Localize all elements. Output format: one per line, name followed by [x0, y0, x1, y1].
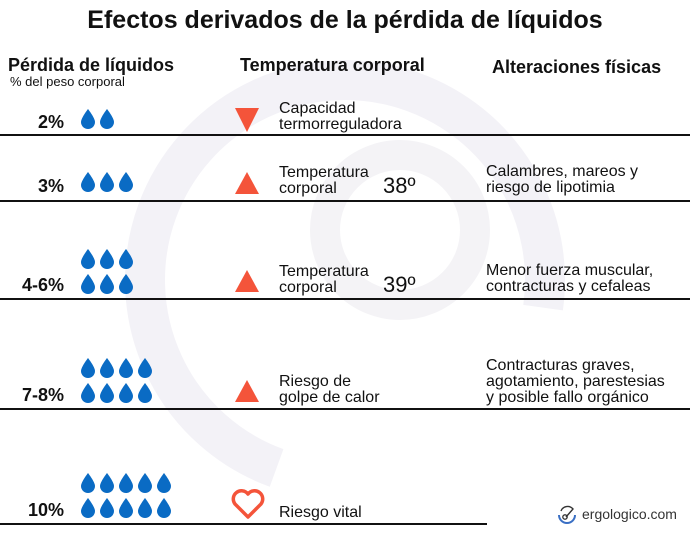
- drop-icon: [81, 473, 95, 493]
- row-2-pct: 3%: [37, 176, 64, 196]
- row-2-temp: Temperatura corporal: [279, 165, 369, 197]
- drop-icon: [81, 358, 95, 378]
- heart-icon: [231, 489, 265, 519]
- row-1-temp-line1: Capacidad: [279, 100, 356, 117]
- triangle-down-icon: [235, 108, 259, 132]
- drop-icon: [138, 358, 152, 378]
- row-3-alt-line1: Menor fuerza muscular,: [486, 262, 654, 279]
- divider: [0, 523, 487, 525]
- row-2-alt-line2: riesgo de lipotimia: [486, 179, 615, 196]
- drop-icon: [100, 473, 114, 493]
- drop-icon: [157, 498, 171, 518]
- drop-icon: [81, 274, 95, 294]
- drop-icon: [138, 383, 152, 403]
- row-2-drops: [80, 172, 134, 192]
- drop-icon: [119, 358, 133, 378]
- row-2-temp-line1: Temperatura: [279, 164, 369, 181]
- header-physical-alterations: Alteraciones físicas: [492, 57, 662, 77]
- drop-icon: [81, 172, 95, 192]
- drop-icon: [81, 249, 95, 269]
- divider: [0, 200, 690, 202]
- drop-icon: [81, 109, 95, 129]
- header-body-temperature: Temperatura corporal: [240, 55, 425, 75]
- row-3-temp-line2: corporal: [279, 279, 337, 296]
- row-4-drops: [80, 358, 153, 403]
- row-1-temp-line2: termorreguladora: [279, 116, 402, 133]
- row-4-alt-line2: agotamiento, parestesias: [486, 373, 665, 390]
- row-5-temp: Riesgo vital: [279, 504, 362, 521]
- row-2-alterations: Calambres, mareos y riesgo de lipotimia: [486, 164, 638, 196]
- ergologico-logo-icon: [558, 505, 576, 524]
- ergologico-logo[interactable]: ergologico.com: [556, 503, 677, 525]
- page-title: Efectos derivados de la pérdida de líqui…: [87, 6, 603, 34]
- drop-icon: [100, 109, 114, 129]
- drop-icon: [100, 498, 114, 518]
- drop-icon: [157, 473, 171, 493]
- logo-text: ergologico.com: [582, 506, 677, 522]
- divider: [0, 408, 690, 410]
- drop-icon: [138, 498, 152, 518]
- row-5-drops: [80, 473, 172, 518]
- drop-icon: [119, 249, 133, 269]
- row-3-temp: Temperatura corporal: [279, 264, 369, 296]
- row-5-pct: 10%: [27, 500, 64, 520]
- drop-icon: [119, 473, 133, 493]
- drop-icon: [100, 274, 114, 294]
- row-2-temp-line2: corporal: [279, 180, 337, 197]
- row-4-alt-line3: y posible fallo orgánico: [486, 389, 649, 406]
- divider: [0, 134, 690, 136]
- drop-icon: [119, 498, 133, 518]
- row-2-degree: 38º: [383, 173, 416, 198]
- row-3-drops: [80, 249, 134, 294]
- row-1-temp: Capacidad termorreguladora: [279, 101, 402, 133]
- row-4-temp-line1: Riesgo de: [279, 373, 352, 390]
- header-fluid-loss: Pérdida de líquidos: [8, 55, 175, 75]
- drop-icon: [81, 383, 95, 403]
- triangle-up-icon: [235, 380, 259, 402]
- drop-icon: [138, 473, 152, 493]
- drop-icon: [100, 172, 114, 192]
- drop-icon: [119, 172, 133, 192]
- row-4-alt-line1: Contracturas graves,: [486, 357, 635, 374]
- row-3-pct: 4-6%: [21, 275, 64, 295]
- row-3-temp-line1: Temperatura: [279, 263, 369, 280]
- row-4-pct: 7-8%: [21, 385, 64, 405]
- row-4-temp-line2: golpe de calor: [279, 389, 380, 406]
- triangle-up-icon: [235, 270, 259, 292]
- drop-icon: [100, 249, 114, 269]
- drop-icon: [119, 274, 133, 294]
- drop-icon: [100, 358, 114, 378]
- drop-icon: [81, 498, 95, 518]
- row-4-alterations: Contracturas graves, agotamiento, pareste…: [486, 358, 665, 406]
- row-1-drops: [80, 109, 115, 129]
- row-1-pct: 2%: [37, 112, 64, 132]
- drop-icon: [119, 383, 133, 403]
- row-3-alterations: Menor fuerza muscular, contracturas y cef…: [486, 263, 653, 295]
- row-2-alt-line1: Calambres, mareos y: [486, 163, 639, 180]
- triangle-up-icon: [235, 172, 259, 194]
- row-3-degree: 39º: [383, 272, 416, 297]
- row-4-temp: Riesgo de golpe de calor: [279, 374, 380, 406]
- row-3-alt-line2: contracturas y cefaleas: [486, 278, 651, 295]
- drop-icon: [100, 383, 114, 403]
- divider: [0, 298, 690, 300]
- header-fluid-loss-sub: % del peso corporal: [10, 74, 125, 89]
